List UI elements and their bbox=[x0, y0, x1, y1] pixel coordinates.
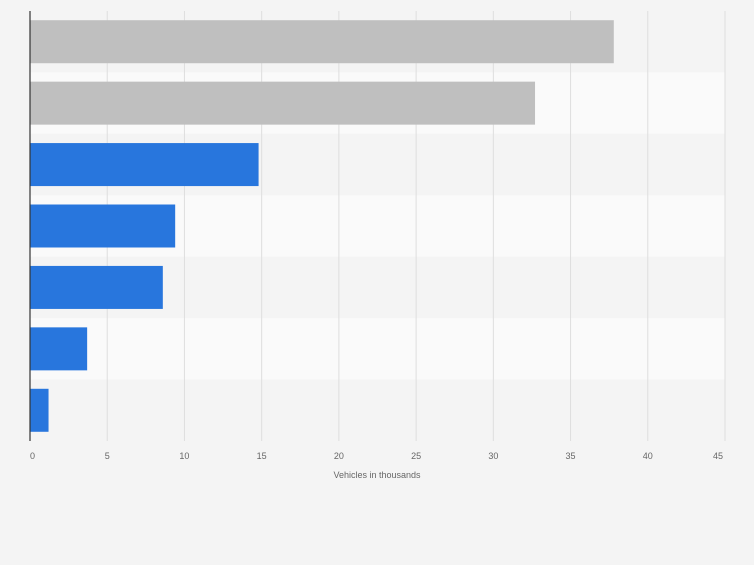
bar bbox=[30, 327, 88, 371]
x-tick-label: 25 bbox=[411, 451, 421, 461]
x-tick-label: 35 bbox=[566, 451, 576, 461]
x-tick-label: 0 bbox=[30, 451, 35, 461]
row-band bbox=[30, 318, 725, 380]
x-tick-label: 20 bbox=[334, 451, 344, 461]
bar bbox=[30, 388, 49, 432]
x-tick-label: 30 bbox=[488, 451, 498, 461]
x-tick-label: 15 bbox=[257, 451, 267, 461]
row-band bbox=[30, 379, 725, 441]
x-tick-label: 5 bbox=[105, 451, 110, 461]
bar bbox=[30, 265, 163, 309]
x-tick-label: 10 bbox=[179, 451, 189, 461]
bars bbox=[30, 20, 614, 432]
bar bbox=[30, 81, 536, 125]
x-axis-label: Vehicles in thousands bbox=[333, 470, 421, 480]
bar bbox=[30, 20, 614, 64]
x-tick-labels: 0 5 10 15 20 25 30 35 40 45 bbox=[30, 451, 723, 461]
x-tick-label: 45 bbox=[713, 451, 723, 461]
bar bbox=[30, 204, 176, 248]
x-tick-label: 40 bbox=[643, 451, 653, 461]
bar bbox=[30, 143, 259, 187]
